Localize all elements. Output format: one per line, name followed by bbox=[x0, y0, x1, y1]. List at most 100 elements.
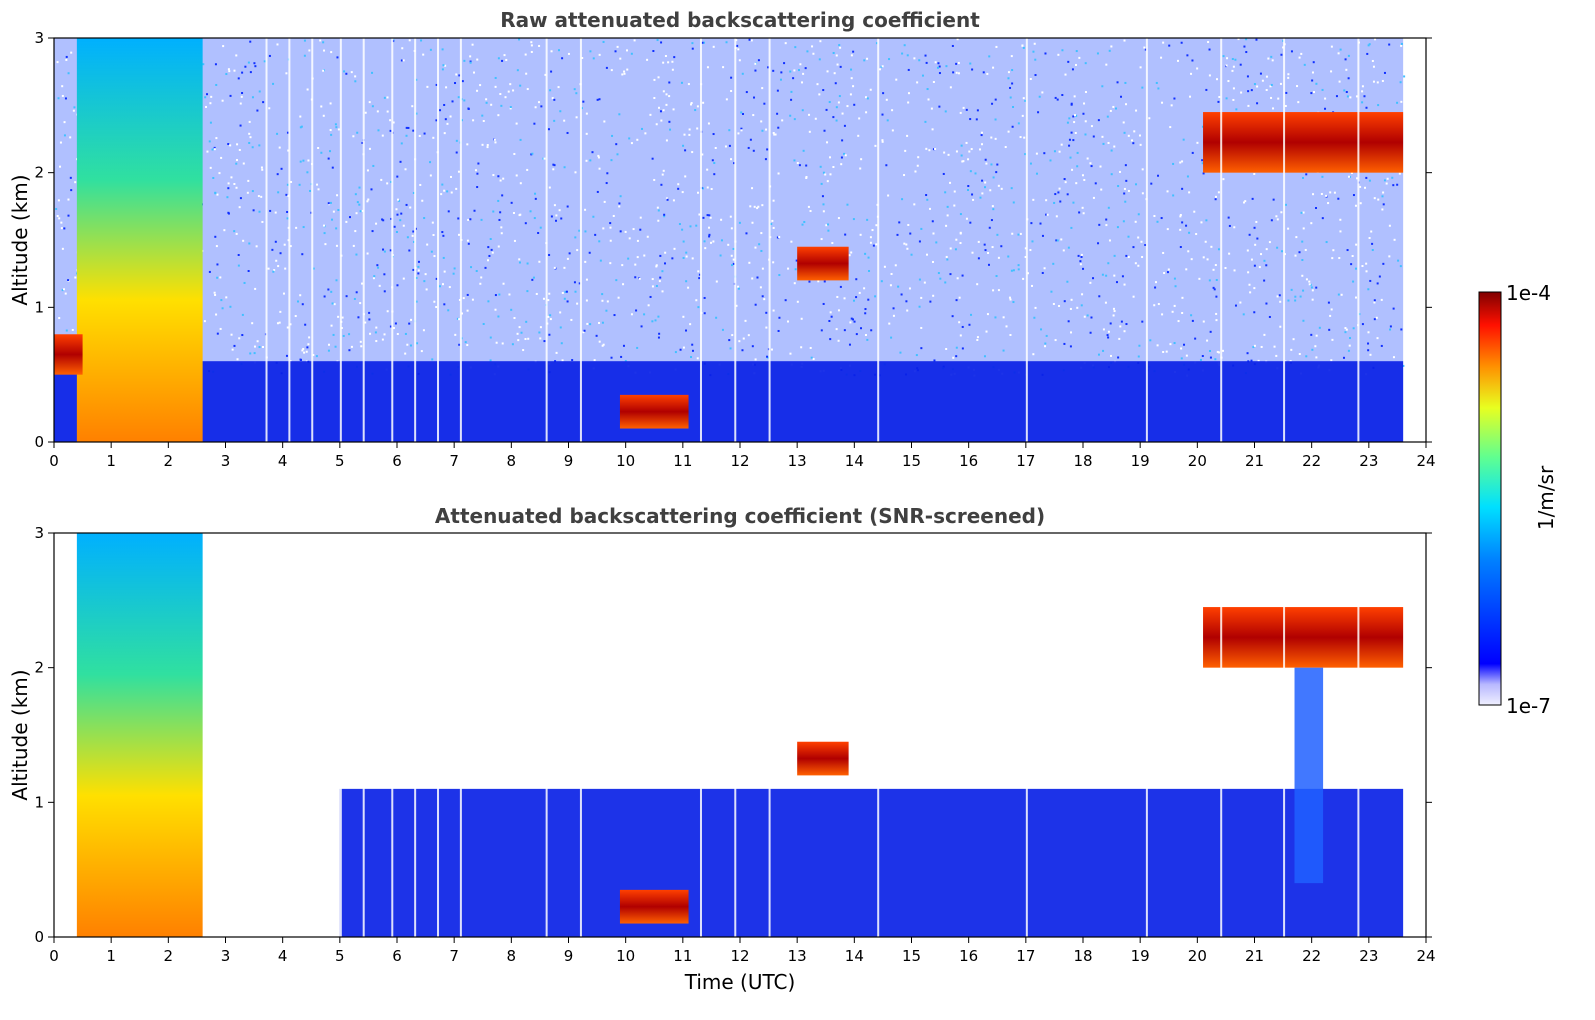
noise-pixel bbox=[610, 356, 613, 359]
noise-pixel bbox=[585, 112, 588, 115]
noise-pixel bbox=[655, 265, 658, 268]
noise-pixel bbox=[1206, 339, 1209, 342]
noise-pixel bbox=[1259, 72, 1262, 75]
noise-pixel bbox=[914, 170, 917, 173]
noise-pixel bbox=[1217, 351, 1220, 354]
noise-pixel bbox=[1174, 285, 1177, 288]
noise-pixel bbox=[435, 83, 438, 86]
noise-pixel bbox=[526, 290, 529, 293]
noise-pixel bbox=[497, 315, 500, 318]
noise-pixel bbox=[1062, 249, 1065, 252]
noise-pixel bbox=[364, 111, 367, 114]
colorbar-min-label: 1e-7 bbox=[1506, 694, 1551, 718]
noise-pixel bbox=[518, 261, 521, 264]
noise-pixel bbox=[1057, 191, 1060, 194]
noise-pixel bbox=[900, 293, 903, 296]
noise-pixel bbox=[1240, 91, 1243, 94]
feature-cloud bbox=[619, 394, 689, 429]
noise-pixel bbox=[955, 238, 958, 241]
noise-pixel bbox=[454, 82, 457, 85]
noise-pixel bbox=[512, 89, 515, 92]
noise-pixel bbox=[992, 176, 995, 179]
noise-pixel bbox=[574, 171, 577, 174]
noise-pixel bbox=[668, 120, 671, 123]
x-tick-label: 0 bbox=[49, 452, 59, 470]
noise-pixel bbox=[435, 277, 438, 280]
noise-pixel bbox=[1079, 260, 1082, 263]
noise-pixel bbox=[1173, 97, 1176, 100]
noise-pixel bbox=[825, 108, 828, 111]
x-tick-label: 22 bbox=[1302, 947, 1321, 965]
noise-pixel bbox=[761, 87, 764, 90]
noise-pixel bbox=[1303, 63, 1306, 66]
feature-precipitation-streaks bbox=[76, 38, 203, 442]
noise-pixel bbox=[905, 243, 908, 246]
noise-pixel bbox=[764, 158, 767, 161]
x-tick-label: 10 bbox=[616, 452, 635, 470]
noise-pixel bbox=[440, 193, 443, 196]
noise-pixel bbox=[795, 259, 798, 262]
noise-pixel bbox=[1355, 243, 1358, 246]
noise-pixel bbox=[969, 62, 972, 65]
noise-pixel bbox=[303, 54, 306, 57]
noise-pixel bbox=[1185, 268, 1188, 271]
noise-pixel bbox=[1009, 298, 1012, 301]
noise-pixel bbox=[1280, 53, 1283, 56]
noise-pixel bbox=[1055, 239, 1058, 242]
noise-pixel bbox=[218, 172, 221, 175]
noise-pixel bbox=[887, 194, 890, 197]
noise-pixel bbox=[1022, 97, 1025, 100]
noise-pixel bbox=[808, 130, 811, 133]
x-tick-label: 4 bbox=[278, 947, 288, 965]
noise-pixel bbox=[404, 352, 407, 355]
noise-pixel bbox=[959, 334, 962, 337]
noise-pixel bbox=[910, 253, 913, 256]
noise-pixel bbox=[236, 143, 239, 146]
noise-pixel bbox=[945, 347, 948, 350]
noise-pixel bbox=[448, 286, 451, 289]
noise-pixel bbox=[802, 149, 805, 152]
x-tick-label: 13 bbox=[788, 452, 807, 470]
noise-pixel bbox=[1210, 245, 1213, 248]
noise-pixel bbox=[213, 291, 216, 294]
noise-pixel bbox=[1279, 325, 1282, 328]
noise-pixel bbox=[855, 333, 858, 336]
noise-pixel bbox=[443, 270, 446, 273]
noise-pixel bbox=[956, 38, 959, 41]
noise-pixel bbox=[598, 98, 601, 101]
noise-pixel bbox=[995, 45, 998, 48]
noise-pixel bbox=[760, 232, 763, 235]
noise-pixel bbox=[725, 98, 728, 101]
noise-pixel bbox=[208, 270, 211, 273]
noise-pixel bbox=[236, 358, 239, 361]
noise-pixel bbox=[1123, 283, 1126, 286]
noise-pixel bbox=[929, 207, 932, 210]
noise-pixel bbox=[467, 107, 470, 110]
x-tick-label: 4 bbox=[278, 452, 288, 470]
noise-pixel bbox=[557, 49, 560, 52]
noise-pixel bbox=[1294, 254, 1297, 257]
noise-pixel bbox=[1202, 172, 1205, 175]
noise-pixel bbox=[1315, 334, 1318, 337]
noise-pixel bbox=[209, 121, 212, 124]
noise-pixel bbox=[1157, 87, 1160, 90]
noise-pixel bbox=[1337, 293, 1340, 296]
noise-pixel bbox=[1371, 249, 1374, 252]
noise-pixel bbox=[400, 142, 403, 145]
noise-pixel bbox=[601, 344, 604, 347]
noise-pixel bbox=[1254, 243, 1257, 246]
noise-pixel bbox=[996, 163, 999, 166]
noise-pixel bbox=[561, 57, 564, 60]
noise-pixel bbox=[613, 314, 616, 317]
noise-pixel bbox=[736, 44, 739, 47]
noise-pixel bbox=[852, 218, 855, 221]
noise-pixel bbox=[1057, 53, 1060, 56]
noise-pixel bbox=[730, 158, 733, 161]
noise-pixel bbox=[1162, 350, 1165, 353]
noise-pixel bbox=[955, 71, 958, 74]
noise-pixel bbox=[1134, 220, 1137, 223]
noise-pixel bbox=[1084, 120, 1087, 123]
noise-pixel bbox=[1046, 213, 1049, 216]
noise-pixel bbox=[694, 109, 697, 112]
